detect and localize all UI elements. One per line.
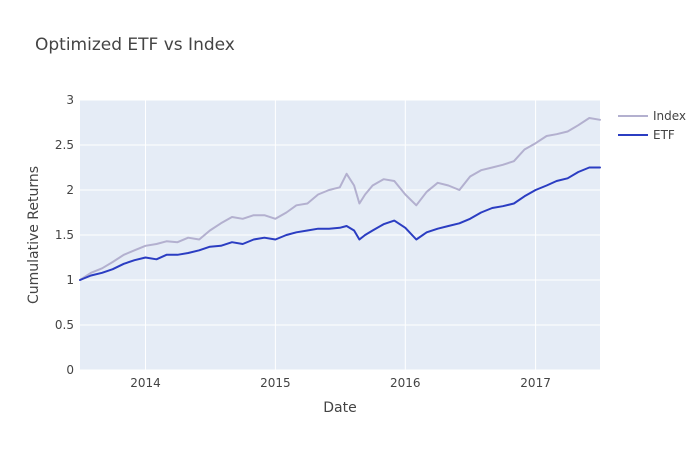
legend-label[interactable]: ETF	[653, 128, 675, 142]
y-tick-label: 2	[66, 183, 74, 197]
series-lines	[79, 117, 601, 281]
y-axis-label: Cumulative Returns	[26, 166, 42, 304]
y-tick-label: 3	[66, 93, 74, 107]
x-tick-label: 2015	[260, 376, 291, 390]
y-axis-ticks: 0 0.5 1 1.5 2 2.5 3	[55, 93, 74, 377]
grid-lines	[80, 99, 600, 371]
y-tick-label: 1	[66, 273, 74, 287]
y-tick-label: 2.5	[55, 138, 74, 152]
y-tick-label: 0	[66, 363, 74, 377]
series-line-etf	[79, 166, 601, 281]
x-tick-label: 2017	[520, 376, 551, 390]
series-line-index	[79, 117, 601, 281]
x-axis-label: Date	[323, 400, 356, 416]
x-axis-ticks: 2014 2015 2016 2017	[130, 376, 551, 390]
y-tick-label: 1.5	[55, 228, 74, 242]
chart-title: Optimized ETF vs Index	[35, 35, 235, 55]
x-tick-label: 2016	[390, 376, 421, 390]
legend-label[interactable]: Index	[653, 109, 686, 123]
legend[interactable]: Index ETF	[618, 109, 686, 142]
x-tick-label: 2014	[130, 376, 161, 390]
y-tick-label: 0.5	[55, 318, 74, 332]
